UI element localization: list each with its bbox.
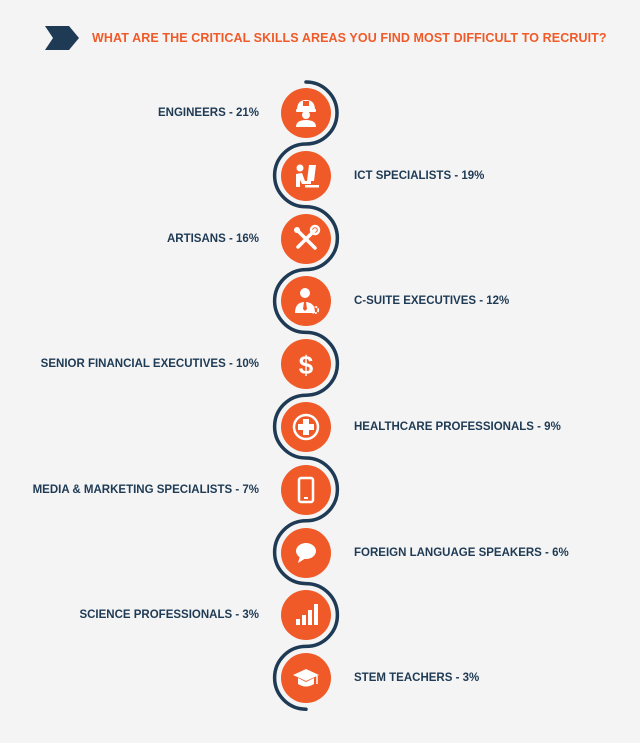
item-label: MEDIA & MARKETING SPECIALISTS - 7%	[32, 483, 259, 496]
engineer-icon	[296, 100, 316, 127]
item-icon-circle	[281, 150, 331, 201]
item-label: FOREIGN LANGUAGE SPEAKERS - 6%	[354, 546, 569, 559]
bar-chart-icon	[296, 604, 318, 626]
item-icon-circle	[281, 276, 331, 327]
item-icon-circle	[281, 653, 331, 704]
item-icon-circle	[281, 527, 331, 578]
item-icon-circle	[281, 464, 331, 515]
mobile-phone-icon	[297, 476, 315, 504]
executive-icon	[295, 288, 320, 315]
item-label: SCIENCE PROFESSIONALS - 3%	[79, 609, 259, 622]
item-label: HEALTHCARE PROFESSIONALS - 9%	[354, 421, 561, 433]
chevron-right-icon	[45, 26, 79, 50]
item-label: SENIOR FINANCIAL EXECUTIVES - 10%	[40, 358, 259, 371]
item-icon-circle	[281, 590, 331, 641]
item-label: ENGINEERS - 21%	[158, 107, 259, 119]
medical-cross-icon	[292, 413, 320, 441]
item-label: C-SUITE EXECUTIVES - 12%	[354, 295, 510, 308]
computer-user-icon	[296, 164, 319, 188]
speech-bubble-icon	[296, 542, 316, 563]
item-icon-circle	[281, 88, 331, 138]
item-label: ICT SPECIALISTS - 19%	[354, 169, 485, 182]
item-icon-circle: $	[281, 339, 331, 390]
dollar-icon: $	[299, 350, 314, 380]
item-label: ARTISANS - 16%	[166, 232, 259, 245]
item-label: STEM TEACHERS - 3%	[354, 672, 480, 685]
svg-text:$: $	[299, 350, 314, 380]
question-title: WHAT ARE THE CRITICAL SKILLS AREAS YOU F…	[92, 31, 607, 45]
graduation-cap-icon	[293, 669, 319, 687]
item-icon-circle	[281, 213, 331, 264]
tools-icon	[294, 224, 321, 250]
item-icon-circle	[281, 402, 331, 452]
